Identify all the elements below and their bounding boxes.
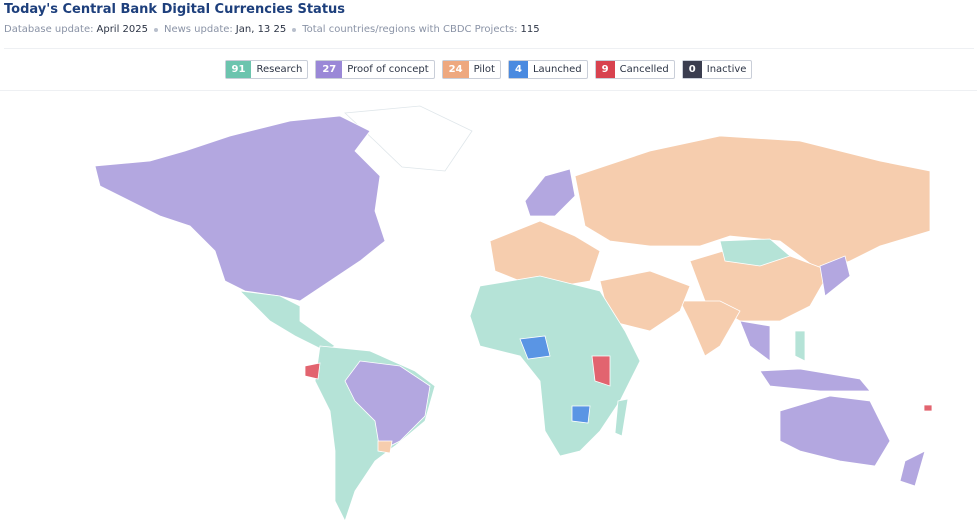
region [377,440,393,454]
region [519,335,551,360]
region [304,362,321,380]
meta-value: Jan, 13 25 [235,24,287,35]
legend-count: 4 [508,61,528,78]
meta-label: News update: [163,24,233,35]
legend-label: Cancelled [619,64,669,75]
meta: Database update: April 2025 News update: Ja… [4,24,540,35]
legend-label: Proof of concept [347,64,429,75]
region [94,115,386,302]
region [614,398,629,437]
legend: 91 Research 27 Proof of concept 24 Pilot 4 Laun… [0,60,977,79]
region [238,290,336,352]
legend-label: Pilot [473,64,495,75]
legend-item[interactable]: 27 Proof of concept [315,60,435,79]
title: Today's Central Bank Digital Currencies … [4,2,346,17]
world-map [0,90,977,523]
region [469,275,641,457]
legend-item[interactable]: 9 Cancelled [594,60,675,79]
region [759,368,871,392]
legend-count: 0 [682,61,702,78]
greenland [344,105,473,172]
separator [292,27,297,32]
legend-count: 27 [316,61,343,78]
legend-label: Research [256,64,303,75]
region [571,405,591,424]
legend-count: 24 [442,61,469,78]
region [923,404,933,412]
legend-item[interactable]: 4 Launched [507,60,588,79]
region [739,320,771,362]
legend-label: Launched [532,64,582,75]
legend-count: 9 [595,61,615,78]
region [679,300,741,357]
legend-item[interactable]: 0 Inactive [681,60,753,79]
region [574,135,931,272]
region [524,168,576,217]
header: Today's Central Bank Digital Currencies … [4,0,974,49]
legend-item[interactable]: 91 Research [224,60,309,79]
region [779,395,891,467]
legend-item[interactable]: 24 Pilot [441,60,501,79]
legend-label: Inactive [706,64,747,75]
region [794,330,806,362]
separator [153,27,158,32]
legend-count: 91 [225,61,252,78]
region [591,355,611,387]
region [899,450,926,487]
meta-value: 115 [520,24,540,35]
region [489,220,601,287]
meta-value: April 2025 [96,24,148,35]
region [819,255,851,297]
meta-label: Database update: [4,24,94,35]
meta-label: Total countries/regions with CBDC Projec… [302,24,518,35]
region [719,238,791,267]
